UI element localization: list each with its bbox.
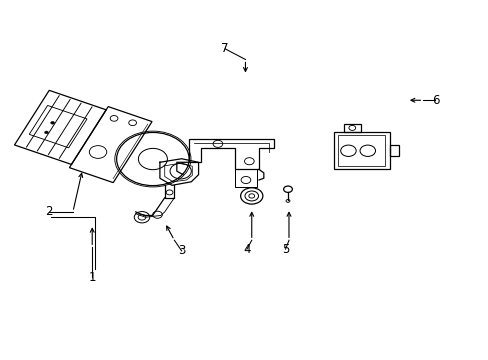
Text: 4: 4 xyxy=(243,243,250,256)
Text: 6: 6 xyxy=(431,94,438,107)
Circle shape xyxy=(51,121,55,124)
Text: 3: 3 xyxy=(178,244,185,257)
Text: 1: 1 xyxy=(88,271,96,284)
Text: 5: 5 xyxy=(281,243,289,256)
Text: 7: 7 xyxy=(221,42,228,55)
Circle shape xyxy=(44,131,48,134)
Text: 2: 2 xyxy=(45,206,52,219)
